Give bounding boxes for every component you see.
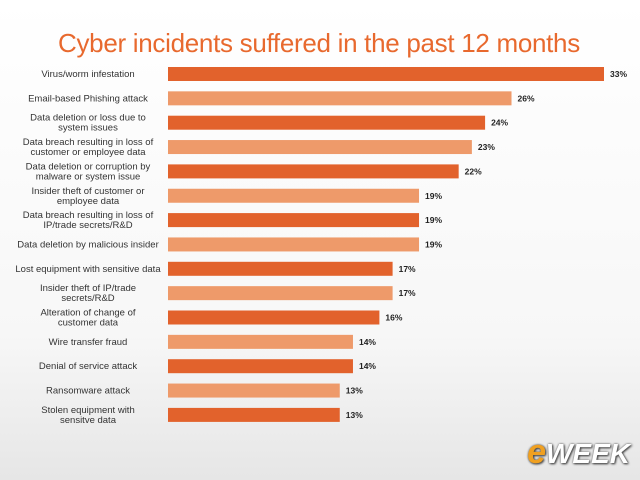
category-label-10: Insider theft of IP/trade secrets/R&D — [40, 283, 136, 304]
logo-text: WEEK — [546, 438, 630, 469]
bar-1 — [168, 67, 604, 81]
bar-5 — [168, 164, 459, 179]
category-label-2: Email-based Phishing attack — [28, 93, 148, 104]
value-label-9: 17% — [399, 264, 416, 274]
value-label-4: 23% — [478, 142, 495, 152]
bar-12 — [168, 334, 353, 349]
category-label-8: Data deletion by malicious insider — [17, 239, 159, 250]
category-label-11: Alteration of change of customer data — [40, 308, 135, 329]
value-label-1: 33% — [610, 69, 627, 79]
value-label-2: 26% — [518, 93, 535, 103]
bar-4 — [168, 140, 472, 155]
value-label-3: 24% — [491, 118, 508, 128]
category-label-4: Data breach resulting in loss of customer… — [23, 137, 154, 158]
value-label-7: 19% — [425, 215, 442, 225]
bar-13 — [168, 359, 353, 374]
eweek-logo: eWEEK — [527, 433, 630, 472]
bar-7 — [168, 213, 420, 228]
bar-6 — [168, 188, 420, 203]
value-label-14: 13% — [346, 386, 363, 396]
category-label-7: Data breach resulting in loss of IP/trade… — [23, 210, 154, 231]
bar-3 — [168, 115, 486, 130]
category-label-13: Denial of service attack — [39, 361, 137, 372]
value-label-11: 16% — [385, 313, 402, 323]
bar-8 — [168, 237, 420, 252]
bar-15 — [168, 407, 340, 422]
bar-14 — [168, 383, 340, 398]
category-label-15: Stolen equipment with sensitve data — [41, 405, 134, 426]
bar-10 — [168, 286, 393, 301]
category-label-1: Virus/worm infestation — [41, 69, 134, 80]
value-label-12: 14% — [359, 337, 376, 347]
category-label-9: Lost equipment with sensitive data — [15, 264, 161, 275]
value-label-6: 19% — [425, 191, 442, 201]
value-label-15: 13% — [346, 410, 363, 420]
category-label-14: Ransomware attack — [46, 386, 130, 397]
bar-11 — [168, 310, 380, 325]
value-label-5: 22% — [465, 166, 482, 176]
category-label-5: Data deletion or corruption by malware or… — [26, 161, 151, 182]
value-label-8: 19% — [425, 239, 442, 249]
category-label-6: Insider theft of customer or employee dat… — [32, 186, 145, 207]
category-label-3: Data deletion or loss due to system issue… — [30, 113, 146, 134]
category-label-12: Wire transfer fraud — [49, 337, 128, 348]
logo-prefix: e — [527, 433, 546, 471]
bar-2 — [168, 91, 512, 106]
chart-title: Cyber incidents suffered in the past 12 … — [58, 28, 580, 58]
value-label-13: 14% — [359, 361, 376, 371]
bar-9 — [168, 261, 393, 276]
value-label-10: 17% — [399, 288, 416, 298]
